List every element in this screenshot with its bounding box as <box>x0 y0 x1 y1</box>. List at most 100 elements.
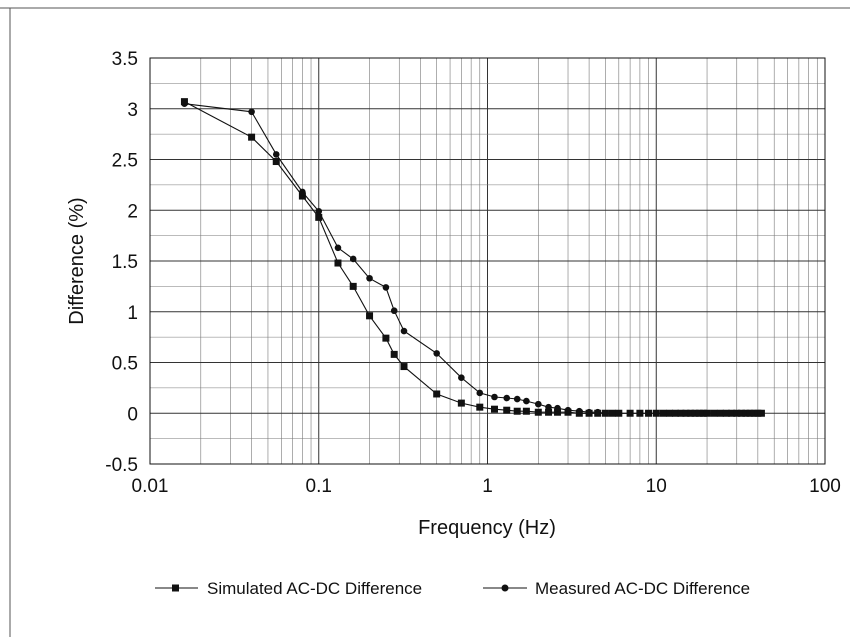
data-point-measured <box>248 108 255 116</box>
legend-marker-measured <box>501 584 509 592</box>
data-point-simulated <box>687 409 695 417</box>
legend-label-measured: Measured AC-DC Difference <box>535 579 750 598</box>
data-point-measured <box>299 188 306 196</box>
data-point-simulated <box>710 409 718 417</box>
data-point-simulated <box>513 407 521 415</box>
x-axis-title: Frequency (Hz) <box>418 517 556 539</box>
data-point-simulated <box>754 409 762 417</box>
data-point-simulated <box>703 409 711 417</box>
data-point-simulated <box>645 409 653 417</box>
data-point-simulated <box>666 409 674 417</box>
y-axis-title: Difference (%) <box>66 197 88 324</box>
data-point-simulated <box>534 408 542 416</box>
data-point-measured <box>400 327 408 335</box>
data-point-simulated <box>545 408 553 416</box>
data-point-simulated <box>722 409 730 417</box>
legend: Simulated AC-DC Difference Measured AC-D… <box>155 579 750 598</box>
y-tick-label: -0.5 <box>105 455 138 476</box>
data-point-simulated <box>695 409 703 417</box>
data-point-simulated <box>522 407 530 415</box>
data-point-simulated <box>716 409 724 417</box>
data-point-measured <box>602 409 609 417</box>
data-point-measured <box>181 100 188 107</box>
data-point-simulated <box>490 405 498 413</box>
data-point-measured <box>576 407 583 415</box>
data-point-simulated <box>682 409 690 417</box>
data-point-measured <box>503 394 511 402</box>
data-point-measured <box>390 307 398 315</box>
data-point-simulated <box>503 406 511 414</box>
data-point-simulated <box>298 192 306 200</box>
data-point-measured <box>545 403 552 411</box>
data-point-simulated <box>608 409 616 417</box>
plot-grid <box>149 57 825 465</box>
data-point-measured <box>458 374 465 382</box>
data-point-simulated <box>476 403 484 411</box>
data-point-simulated <box>366 312 374 320</box>
data-point-simulated <box>750 409 758 417</box>
data-point-simulated <box>272 158 280 166</box>
series-measured <box>181 100 609 417</box>
y-tick-label: 3 <box>127 100 138 121</box>
data-point-simulated <box>554 408 562 416</box>
data-point-simulated <box>382 334 390 342</box>
data-point-measured <box>594 408 602 416</box>
data-point-measured <box>433 350 441 357</box>
data-point-simulated <box>659 409 667 417</box>
data-point-simulated <box>728 409 736 417</box>
series-line-measured <box>184 103 606 414</box>
data-point-simulated <box>390 350 398 358</box>
legend-marker-simulated <box>172 584 179 592</box>
data-point-measured <box>534 400 542 408</box>
data-point-simulated <box>757 409 765 417</box>
data-point-simulated <box>742 409 750 417</box>
y-tick-label: 1.5 <box>112 252 138 273</box>
data-point-simulated <box>737 409 745 417</box>
data-point-measured <box>564 406 572 414</box>
data-point-simulated <box>248 133 256 141</box>
data-point-measured <box>585 408 593 416</box>
data-point-measured <box>366 274 373 282</box>
data-point-simulated <box>615 409 623 417</box>
data-point-simulated <box>636 409 644 417</box>
series-simulated <box>180 98 765 417</box>
y-axis-ticks: 3.5 3 2.5 2 1.5 1 0.5 0 -0.5 <box>105 49 138 476</box>
y-tick-label: 2 <box>127 201 138 222</box>
x-axis-ticks: 0.01 0.1 1 10 100 <box>132 476 841 497</box>
x-tick-label: 0.01 <box>132 476 169 497</box>
data-point-simulated <box>652 409 660 417</box>
data-point-measured <box>315 207 323 215</box>
data-point-measured <box>476 389 484 397</box>
data-point-measured <box>513 395 521 403</box>
data-point-simulated <box>315 213 323 221</box>
y-tick-label: 1 <box>127 303 138 324</box>
y-tick-label: 3.5 <box>112 49 138 70</box>
data-point-measured <box>554 404 561 412</box>
data-point-measured <box>491 393 498 401</box>
legend-label-simulated: Simulated AC-DC Difference <box>207 579 422 598</box>
data-point-measured <box>334 244 342 252</box>
y-tick-label: 0.5 <box>112 354 138 375</box>
data-point-simulated <box>457 399 465 407</box>
y-tick-label: 2.5 <box>112 151 138 172</box>
data-point-simulated <box>691 409 699 417</box>
data-point-simulated <box>677 409 685 417</box>
x-tick-label: 100 <box>809 476 841 497</box>
data-point-simulated <box>334 259 342 267</box>
data-point-simulated <box>671 409 679 417</box>
plot-area-border <box>149 57 826 465</box>
x-tick-label: 1 <box>482 476 493 497</box>
x-tick-label: 0.1 <box>306 476 332 497</box>
series-line-simulated <box>184 101 762 414</box>
y-tick-label: 0 <box>127 404 138 425</box>
x-tick-label: 10 <box>646 476 667 497</box>
data-point-simulated <box>746 409 754 417</box>
data-point-measured <box>272 151 280 158</box>
data-point-simulated <box>699 409 707 417</box>
data-point-measured <box>349 255 357 263</box>
data-point-simulated <box>733 409 741 417</box>
legend-item-simulated: Simulated AC-DC Difference <box>155 579 422 598</box>
data-point-simulated <box>433 390 441 398</box>
data-point-simulated <box>400 363 408 371</box>
